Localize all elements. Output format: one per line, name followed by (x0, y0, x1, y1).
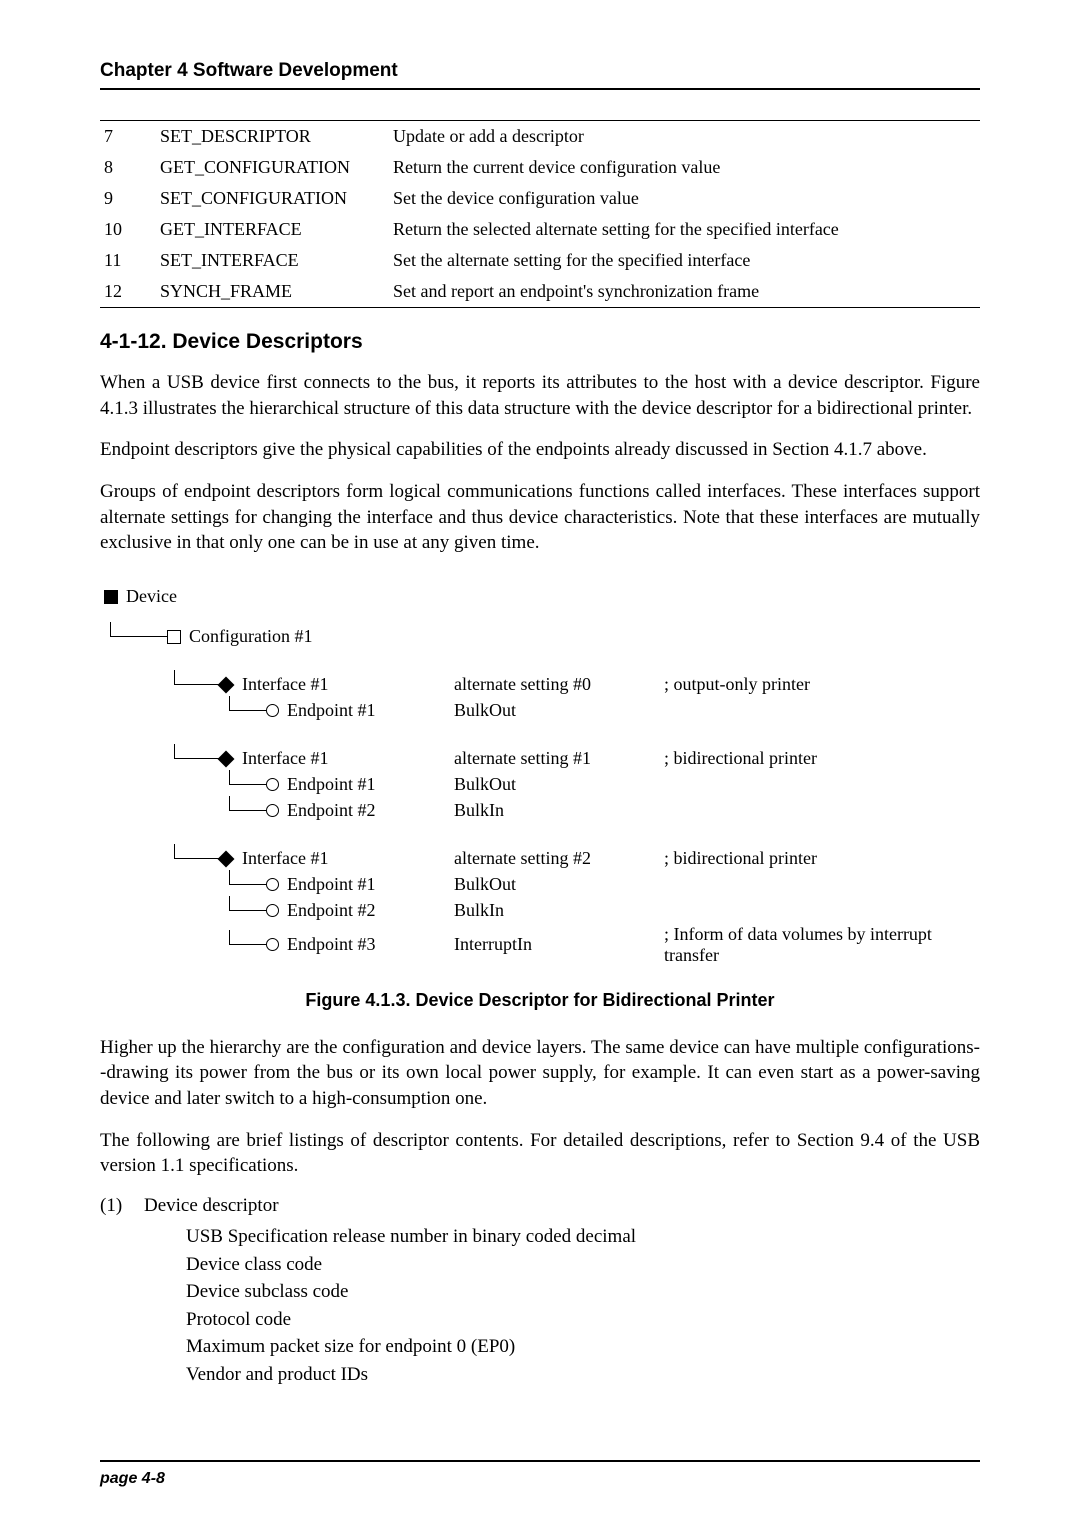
table-cell-name: GET_CONFIGURATION (156, 152, 389, 183)
table-cell-num: 11 (100, 245, 156, 276)
table-cell-name: SET_INTERFACE (156, 245, 389, 276)
tree-attr: alternate setting #1 (454, 748, 664, 769)
table-cell-desc: Set the alternate setting for the specif… (389, 245, 980, 276)
tree-comment: ; bidirectional printer (664, 748, 980, 769)
sublist-item: USB Specification release number in bina… (186, 1223, 980, 1251)
tree-attr: BulkOut (454, 774, 664, 795)
tree-attr: BulkIn (454, 800, 664, 821)
table-cell-desc: Return the current device configuration … (389, 152, 980, 183)
table-row: 11SET_INTERFACESet the alternate setting… (100, 245, 980, 276)
configuration-icon (167, 630, 181, 644)
interface-icon (218, 676, 235, 693)
figure-caption: Figure 4.1.3. Device Descriptor for Bidi… (100, 990, 980, 1011)
tree-endpoint-label: Endpoint #1 (287, 774, 376, 795)
tree-device-label: Device (126, 586, 177, 607)
section-heading: 4-1-12. Device Descriptors (100, 330, 980, 354)
endpoint-icon (266, 938, 279, 951)
interface-icon (218, 850, 235, 867)
list-label: Device descriptor (144, 1195, 279, 1217)
endpoint-icon (266, 904, 279, 917)
tree-attr: BulkOut (454, 874, 664, 895)
tree-attr: BulkIn (454, 900, 664, 921)
tree-comment: ; bidirectional printer (664, 848, 980, 869)
table-row: 10GET_INTERFACEReturn the selected alter… (100, 214, 980, 245)
tree-interface-label: Interface #1 (242, 848, 328, 869)
table-cell-name: GET_INTERFACE (156, 214, 389, 245)
endpoint-icon (266, 804, 279, 817)
endpoint-icon (266, 778, 279, 791)
table-cell-desc: Set the device configuration value (389, 183, 980, 214)
tree-attr: InterruptIn (454, 934, 664, 955)
table-cell-num: 9 (100, 183, 156, 214)
paragraph: Endpoint descriptors give the physical c… (100, 437, 980, 463)
table-row: 8GET_CONFIGURATIONReturn the current dev… (100, 152, 980, 183)
paragraph: Groups of endpoint descriptors form logi… (100, 479, 980, 556)
endpoint-icon (266, 704, 279, 717)
tree-config-label: Configuration #1 (189, 626, 313, 647)
table-cell-num: 10 (100, 214, 156, 245)
tree-comment: ; output-only printer (664, 674, 980, 695)
tree-endpoint-label: Endpoint #2 (287, 900, 376, 921)
paragraph: When a USB device first connects to the … (100, 370, 980, 421)
table-row: 12SYNCH_FRAMESet and report an endpoint'… (100, 276, 980, 308)
tree-endpoint-label: Endpoint #3 (287, 934, 376, 955)
tree-interface-label: Interface #1 (242, 748, 328, 769)
sublist: USB Specification release number in bina… (186, 1223, 980, 1388)
table-cell-desc: Return the selected alternate setting fo… (389, 214, 980, 245)
sublist-item: Vendor and product IDs (186, 1361, 980, 1389)
device-icon (104, 590, 118, 604)
list-number: (1) (100, 1195, 144, 1217)
tree-attr: BulkOut (454, 700, 664, 721)
sublist-item: Device class code (186, 1251, 980, 1279)
descriptor-tree-diagram: Device Configuration #1 Interface #1 alte… (104, 584, 980, 966)
interface-icon (218, 750, 235, 767)
sublist-item: Maximum packet size for endpoint 0 (EP0) (186, 1333, 980, 1361)
page-footer: page 4-8 (100, 1470, 165, 1487)
tree-attr: alternate setting #2 (454, 848, 664, 869)
tree-comment: ; Inform of data volumes by interrupt tr… (664, 924, 980, 966)
tree-attr: alternate setting #0 (454, 674, 664, 695)
tree-endpoint-label: Endpoint #2 (287, 800, 376, 821)
paragraph: Higher up the hierarchy are the configur… (100, 1035, 980, 1112)
tree-interface-label: Interface #1 (242, 674, 328, 695)
table-cell-name: SET_DESCRIPTOR (156, 121, 389, 153)
table-row: 7SET_DESCRIPTORUpdate or add a descripto… (100, 121, 980, 153)
sublist-item: Device subclass code (186, 1278, 980, 1306)
paragraph: The following are brief listings of desc… (100, 1128, 980, 1179)
tree-endpoint-label: Endpoint #1 (287, 874, 376, 895)
table-cell-num: 7 (100, 121, 156, 153)
table-cell-num: 8 (100, 152, 156, 183)
chapter-header: Chapter 4 Software Development (100, 60, 980, 90)
request-table: 7SET_DESCRIPTORUpdate or add a descripto… (100, 120, 980, 308)
table-cell-num: 12 (100, 276, 156, 308)
sublist-item: Protocol code (186, 1306, 980, 1334)
table-cell-desc: Update or add a descriptor (389, 121, 980, 153)
tree-endpoint-label: Endpoint #1 (287, 700, 376, 721)
endpoint-icon (266, 878, 279, 891)
table-row: 9SET_CONFIGURATIONSet the device configu… (100, 183, 980, 214)
table-cell-name: SYNCH_FRAME (156, 276, 389, 308)
table-cell-desc: Set and report an endpoint's synchroniza… (389, 276, 980, 308)
list-item: (1) Device descriptor (100, 1195, 980, 1217)
table-cell-name: SET_CONFIGURATION (156, 183, 389, 214)
